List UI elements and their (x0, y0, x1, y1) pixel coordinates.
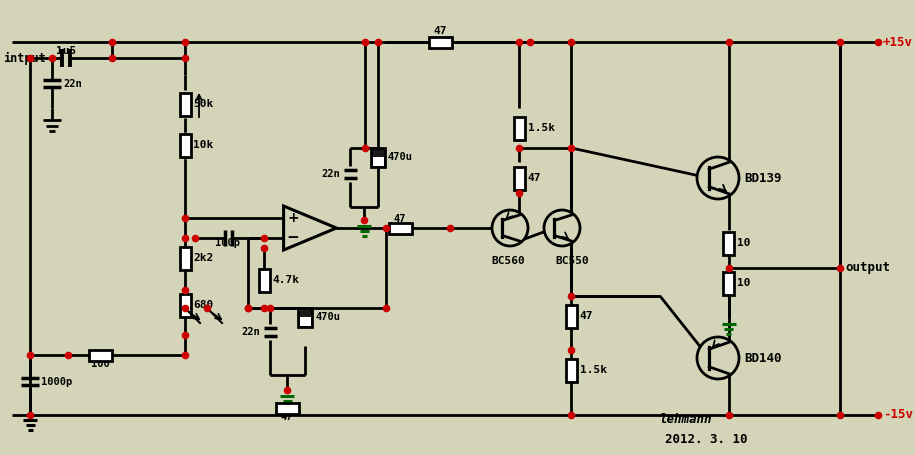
Text: 10k: 10k (193, 140, 214, 150)
Text: BC560: BC560 (491, 256, 525, 266)
Text: 47: 47 (393, 214, 406, 224)
Text: 1.5k: 1.5k (580, 365, 607, 375)
Text: intput: intput (3, 51, 46, 65)
Bar (372, 157, 383, 166)
Circle shape (492, 210, 528, 246)
Text: 470u: 470u (315, 313, 340, 323)
Text: BD140: BD140 (744, 352, 781, 364)
Text: 10: 10 (737, 278, 751, 288)
Bar (724, 232, 735, 254)
Bar (724, 272, 735, 294)
Text: −: − (286, 231, 299, 246)
Text: -15v: -15v (883, 409, 913, 421)
Bar (371, 148, 385, 167)
Bar (89, 349, 112, 360)
Text: 4.7k: 4.7k (273, 275, 299, 285)
Bar (179, 293, 190, 317)
Bar (514, 167, 525, 189)
Text: 1u5: 1u5 (56, 46, 76, 56)
Polygon shape (284, 206, 337, 250)
Text: 47: 47 (433, 26, 447, 36)
Text: 22n: 22n (63, 79, 81, 89)
Text: 470u: 470u (388, 152, 413, 162)
Text: output: output (845, 262, 890, 274)
Bar (389, 222, 412, 233)
Bar (275, 403, 298, 414)
Bar (565, 304, 576, 328)
Circle shape (697, 337, 739, 379)
Text: 10: 10 (737, 238, 751, 248)
Bar (514, 116, 525, 140)
Bar (565, 359, 576, 381)
Text: 1000p: 1000p (41, 377, 72, 387)
Bar (179, 92, 190, 116)
Text: 1.5k: 1.5k (528, 123, 554, 133)
Text: 100: 100 (91, 359, 110, 369)
Text: 22n: 22n (242, 327, 261, 337)
Circle shape (697, 157, 739, 199)
Text: BC550: BC550 (555, 256, 589, 266)
Bar (298, 308, 312, 327)
Bar (428, 36, 451, 47)
Text: 2012. 3. 10: 2012. 3. 10 (665, 433, 748, 446)
Text: 47: 47 (580, 311, 593, 321)
Text: +: + (287, 211, 299, 225)
Text: BD139: BD139 (744, 172, 781, 184)
Text: 680: 680 (193, 300, 214, 310)
Text: 47: 47 (281, 412, 293, 422)
Text: 100p: 100p (216, 238, 241, 248)
Bar (259, 268, 270, 292)
Text: 50k: 50k (193, 99, 214, 109)
Text: lehmann: lehmann (660, 413, 713, 426)
Text: 47: 47 (528, 173, 542, 183)
Text: 22n: 22n (322, 169, 340, 179)
Bar (179, 247, 190, 269)
Bar (179, 133, 190, 157)
Text: 2k2: 2k2 (193, 253, 214, 263)
Circle shape (544, 210, 580, 246)
Bar (299, 317, 310, 325)
Text: +15v: +15v (883, 35, 913, 49)
